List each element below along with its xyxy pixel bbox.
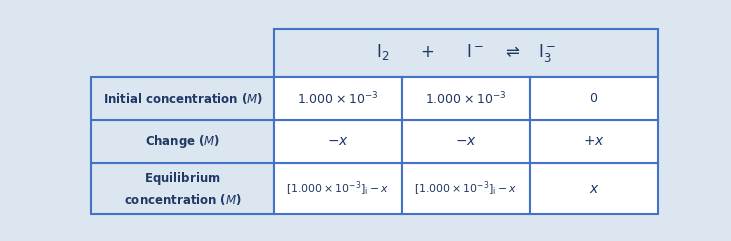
Text: $-x$: $-x$	[327, 134, 349, 148]
Bar	[402, 120, 530, 162]
Bar	[274, 29, 658, 77]
Bar	[530, 77, 658, 120]
Bar	[402, 162, 530, 214]
Text: $1.000 \times 10^{-3}$: $1.000 \times 10^{-3}$	[297, 90, 379, 107]
Text: $[1.000 \times 10^{-3}]_\mathrm{i} - x$: $[1.000 \times 10^{-3}]_\mathrm{i} - x$	[414, 179, 518, 198]
Bar	[274, 162, 402, 214]
Bar	[91, 29, 274, 77]
Bar	[91, 77, 274, 120]
Bar	[530, 120, 658, 162]
Text: $[1.000 \times 10^{-3}]_\mathrm{i} - x$: $[1.000 \times 10^{-3}]_\mathrm{i} - x$	[287, 179, 389, 198]
Text: $\mathbf{Equilibrium}$
$\mathbf{concentration\ (}$$\mathit{M}$$\mathbf{)}$: $\mathbf{Equilibrium}$ $\mathbf{concentr…	[124, 170, 241, 207]
Text: $0$: $0$	[589, 92, 599, 105]
Bar	[402, 77, 530, 120]
Text: $-x$: $-x$	[455, 134, 477, 148]
Bar	[530, 162, 658, 214]
Bar	[91, 120, 274, 162]
Text: $1.000 \times 10^{-3}$: $1.000 \times 10^{-3}$	[425, 90, 507, 107]
Text: $\mathregular{I_2}$      $+$      $\mathregular{I^-}$   $\mathregular{\rightleft: $\mathregular{I_2}$ $+$ $\mathregular{I^…	[376, 42, 556, 64]
Bar	[91, 162, 274, 214]
Text: $\mathbf{Change\ (}$$\mathit{M}$$\mathbf{)}$: $\mathbf{Change\ (}$$\mathit{M}$$\mathbf…	[145, 133, 220, 150]
Bar	[274, 77, 402, 120]
Text: $+x$: $+x$	[583, 134, 605, 148]
Text: $x$: $x$	[588, 181, 599, 195]
Bar	[274, 120, 402, 162]
Text: $\mathbf{Initial\ concentration\ (}$$\mathit{M}$$\mathbf{)}$: $\mathbf{Initial\ concentration\ (}$$\ma…	[102, 91, 262, 106]
